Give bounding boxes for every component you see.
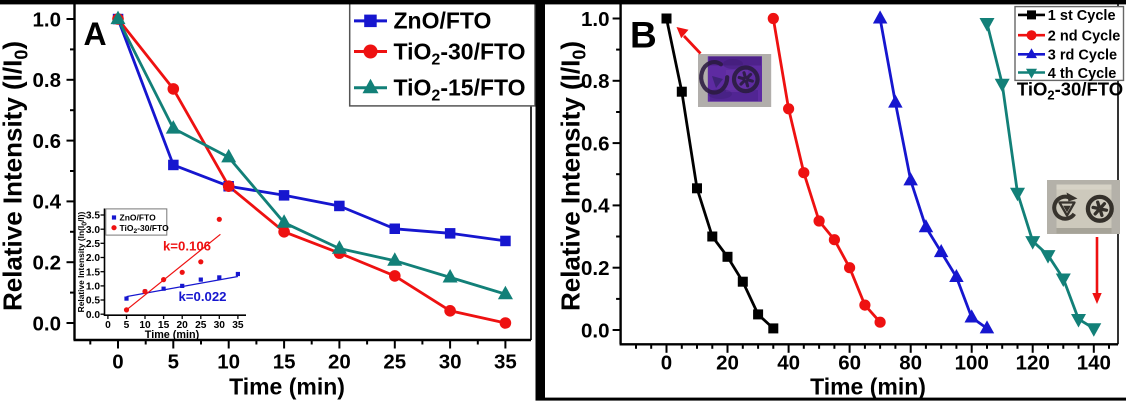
svg-text:80: 80 [899, 352, 922, 375]
svg-text:ZnO/FTO: ZnO/FTO [120, 213, 157, 223]
svg-text:140: 140 [1077, 352, 1111, 375]
svg-text:0.8: 0.8 [581, 70, 610, 93]
svg-text:0.8: 0.8 [33, 69, 62, 92]
svg-text:0: 0 [112, 351, 123, 374]
svg-text:120: 120 [1016, 352, 1050, 375]
svg-text:0: 0 [105, 320, 111, 331]
svg-text:0.4: 0.4 [581, 195, 610, 218]
svg-text:Relative Intensity (I/I0): Relative Intensity (I/I0) [556, 41, 590, 311]
svg-text:15: 15 [158, 320, 170, 331]
svg-text:30: 30 [439, 351, 462, 374]
svg-text:20: 20 [177, 320, 189, 331]
svg-text:25: 25 [195, 320, 207, 331]
svg-text:ZnO/FTO: ZnO/FTO [394, 8, 492, 34]
svg-text:k=0.106: k=0.106 [163, 239, 211, 254]
svg-text:0.2: 0.2 [33, 252, 62, 275]
svg-text:0.4: 0.4 [33, 191, 62, 214]
svg-text:0.0: 0.0 [581, 319, 610, 342]
svg-text:0.2: 0.2 [581, 257, 610, 280]
svg-text:1 st Cycle: 1 st Cycle [1048, 8, 1116, 24]
svg-text:1.0: 1.0 [33, 8, 62, 31]
svg-text:Time (min): Time (min) [229, 374, 345, 400]
svg-text:B: B [630, 15, 657, 56]
svg-text:k=0.022: k=0.022 [178, 289, 226, 304]
svg-text:20: 20 [716, 352, 739, 375]
svg-text:1.0: 1.0 [86, 282, 100, 293]
svg-text:20: 20 [328, 351, 351, 374]
svg-text:0.5: 0.5 [86, 296, 100, 307]
svg-text:4 th Cycle: 4 th Cycle [1048, 66, 1117, 82]
svg-text:1.0: 1.0 [581, 8, 610, 31]
svg-text:3.5: 3.5 [86, 211, 100, 222]
svg-text:TiO2-30/FTO: TiO2-30/FTO [120, 223, 170, 235]
svg-text:5: 5 [168, 351, 179, 374]
svg-text:15: 15 [273, 351, 296, 374]
svg-text:25: 25 [383, 351, 406, 374]
svg-text:A: A [84, 16, 107, 52]
svg-text:35: 35 [232, 320, 244, 331]
svg-text:Relative Intensity (I/I0): Relative Intensity (I/I0) [0, 41, 32, 311]
svg-text:2 nd Cycle: 2 nd Cycle [1048, 29, 1121, 45]
svg-text:35: 35 [494, 351, 517, 374]
svg-text:TiO2-15/FTO: TiO2-15/FTO [394, 75, 526, 105]
svg-text:0.6: 0.6 [33, 130, 62, 153]
svg-text:10: 10 [139, 320, 151, 331]
svg-text:1.5: 1.5 [86, 267, 100, 278]
svg-text:Time (min): Time (min) [145, 329, 200, 341]
svg-text:0.0: 0.0 [33, 312, 62, 335]
svg-text:10: 10 [217, 351, 240, 374]
svg-text:TiO2-30/FTO: TiO2-30/FTO [394, 38, 526, 68]
svg-text:100: 100 [955, 352, 989, 375]
svg-text:Time (min): Time (min) [810, 374, 926, 400]
svg-text:2.5: 2.5 [86, 239, 100, 250]
svg-text:0.6: 0.6 [581, 132, 610, 155]
svg-text:2.0: 2.0 [86, 253, 100, 264]
svg-text:40: 40 [777, 352, 800, 375]
svg-text:0.0: 0.0 [86, 310, 100, 321]
svg-text:3.0: 3.0 [86, 225, 100, 236]
svg-text:5: 5 [124, 320, 130, 331]
svg-text:Relative Intensity (ln(I0/I)): Relative Intensity (ln(I0/I)) [76, 211, 89, 312]
svg-text:30: 30 [214, 320, 226, 331]
svg-text:0: 0 [661, 352, 672, 375]
svg-text:60: 60 [838, 352, 861, 375]
svg-text:TiO2-30/FTO: TiO2-30/FTO [1017, 79, 1123, 103]
svg-text:3 rd Cycle: 3 rd Cycle [1048, 48, 1117, 64]
